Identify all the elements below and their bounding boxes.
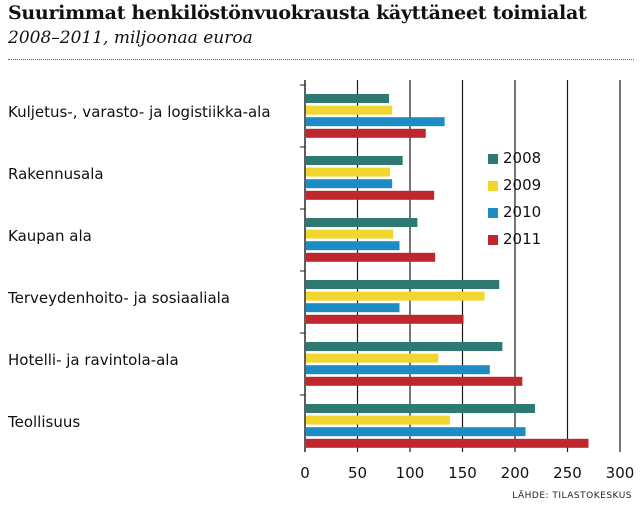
bar-2008 <box>306 94 389 103</box>
x-tick-label: 150 <box>448 464 477 482</box>
bar-2010 <box>306 241 400 251</box>
x-tick-label: 0 <box>300 464 310 482</box>
bar-2008 <box>306 404 535 413</box>
bar-2009 <box>306 353 439 363</box>
legend-label-2009: 2009 <box>503 176 541 194</box>
x-tick-label: 300 <box>606 464 635 482</box>
bar-2011 <box>306 438 589 448</box>
bar-2011 <box>306 128 426 138</box>
legend-swatch-2011 <box>488 235 498 245</box>
bar-2011 <box>306 190 435 200</box>
bar-2010 <box>306 427 526 437</box>
legend-label-2008: 2008 <box>503 149 541 167</box>
legend-swatch-2010 <box>488 208 498 218</box>
bar-2009 <box>306 105 393 115</box>
bar-2009 <box>306 415 450 425</box>
bar-2010 <box>306 365 490 375</box>
bar-2010 <box>306 179 393 189</box>
title-divider <box>8 59 634 60</box>
category-label: Hotelli- ja ravintola-ala <box>8 351 179 369</box>
legend-swatch-2009 <box>488 181 498 191</box>
legend-swatch-2008 <box>488 154 498 164</box>
source-note: LÄHDE: TILASTOKESKUS <box>512 491 632 501</box>
bar-2010 <box>306 303 400 313</box>
category-label: Rakennusala <box>8 165 104 183</box>
bar-2009 <box>306 229 394 239</box>
category-label: Kuljetus-, varasto- ja logistiikka-ala <box>8 103 271 121</box>
bar-2008 <box>306 280 500 289</box>
legend-label-2010: 2010 <box>503 203 541 221</box>
category-label: Terveydenhoito- ja sosiaaliala <box>7 289 230 307</box>
category-label: Teollisuus <box>7 413 80 431</box>
bar-2008 <box>306 342 503 351</box>
chart-title: Suurimmat henkilöstönvuokrausta käyttäne… <box>8 2 587 24</box>
bar-2009 <box>306 291 485 301</box>
bar-2011 <box>306 314 464 324</box>
x-tick-label: 200 <box>501 464 530 482</box>
x-tick-label: 250 <box>553 464 582 482</box>
bar-2010 <box>306 117 445 127</box>
x-tick-label: 50 <box>348 464 367 482</box>
bar-2008 <box>306 218 418 227</box>
bar-2008 <box>306 156 403 165</box>
category-label: Kaupan ala <box>8 227 92 245</box>
bar-2009 <box>306 167 391 177</box>
bar-2011 <box>306 376 523 386</box>
chart-subtitle: 2008–2011, miljoonaa euroa <box>8 28 253 48</box>
bar-2011 <box>306 252 436 262</box>
legend-label-2011: 2011 <box>503 230 541 248</box>
x-tick-label: 100 <box>396 464 425 482</box>
